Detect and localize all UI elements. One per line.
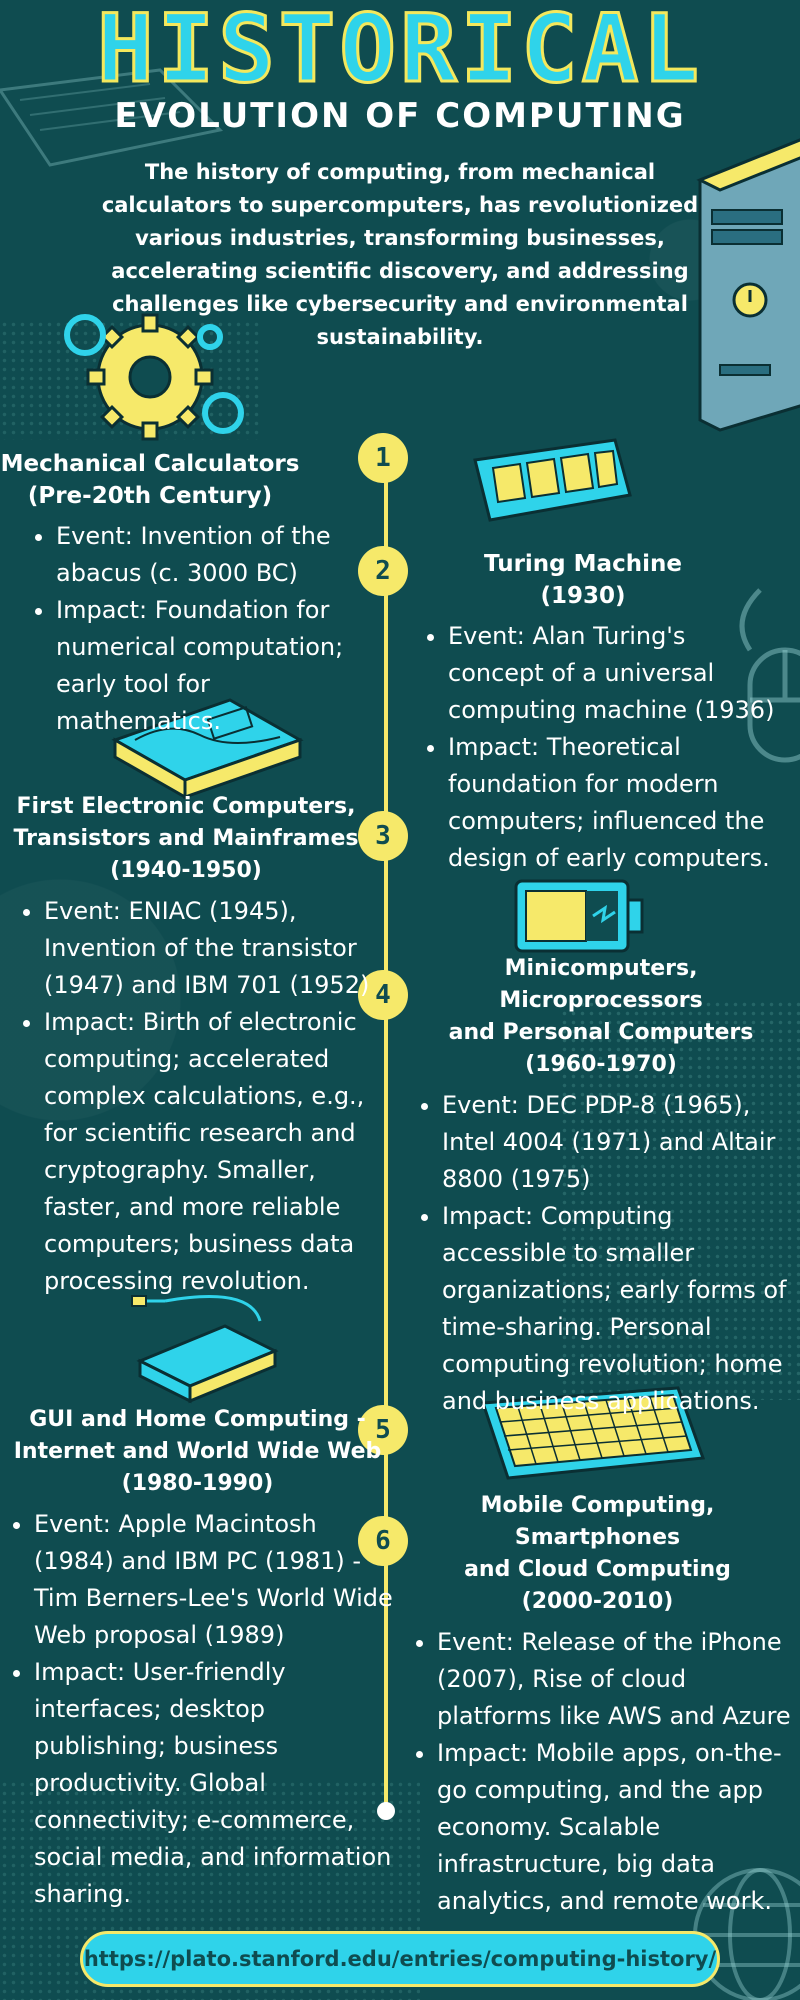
memory-chip-icon (473, 438, 632, 522)
router-icon (131, 1295, 279, 1404)
milestone-number-6: 6 (358, 1516, 408, 1566)
milestone-event: Event: ENIAC (1945), Invention of the tr… (44, 893, 372, 1004)
main-title: HISTORICAL (96, 0, 703, 104)
milestone-event: Event: Alan Turing's concept of a univer… (448, 618, 788, 729)
intro-paragraph: The history of computing, from mechanica… (101, 160, 699, 349)
milestone-impact: Impact: Computing accessible to smaller … (442, 1198, 800, 1420)
milestone-1: Mechanical Calculators (Pre-20th Century… (0, 448, 365, 740)
battery-icon (514, 879, 644, 953)
milestone-title: GUI and Home Computing - Internet and Wo… (13, 1407, 382, 1496)
milestone-impact: Impact: Mobile apps, on-the-go computing… (437, 1735, 800, 1920)
mouse-icon (739, 588, 800, 763)
milestone-number-5: 5 (358, 1405, 408, 1455)
laptop-outline-icon (0, 68, 224, 167)
milestone-event: Event: DEC PDP-8 (1965), Intel 4004 (197… (442, 1087, 800, 1198)
milestone-6: Mobile Computing, Smartphones and Cloud … (395, 1490, 800, 1920)
milestone-title: Mechanical Calculators (Pre-20th Century… (0, 451, 300, 509)
computer-tower-icon (696, 138, 800, 432)
milestone-number-2: 2 (358, 546, 408, 596)
hard-drive-icon (111, 698, 304, 800)
milestone-impact: Impact: Birth of electronic computing; a… (44, 1004, 372, 1300)
milestone-impact: Impact: User-friendly interfaces; deskto… (34, 1654, 394, 1913)
subtitle: EVOLUTION OF COMPUTING (114, 96, 686, 136)
milestone-title: Minicomputers, Microprocessors and Perso… (448, 956, 754, 1077)
keyboard-icon (480, 1386, 706, 1480)
milestone-number-1: 1 (358, 433, 408, 483)
milestone-title: Mobile Computing, Smartphones and Cloud … (464, 1493, 731, 1614)
timeline-line (384, 440, 388, 1810)
milestone-event: Event: Release of the iPhone (2007), Ris… (437, 1624, 800, 1735)
gears-icon (64, 313, 244, 441)
milestone-impact: Impact: Theoretical foundation for moder… (448, 729, 788, 877)
milestone-4: Minicomputers, Microprocessors and Perso… (402, 953, 800, 1420)
source-url-link[interactable]: https://plato.stanford.edu/entries/compu… (80, 1931, 720, 1987)
timeline-end-dot (377, 1802, 395, 1820)
dot-texture-middle (560, 1000, 800, 1400)
milestone-event: Event: Invention of the abacus (c. 3000 … (56, 518, 366, 592)
milestone-5: GUI and Home Computing - Internet and Wo… (0, 1404, 395, 1913)
milestone-event: Event: Apple Macintosh (1984) and IBM PC… (34, 1506, 394, 1654)
milestone-number-4: 4 (358, 970, 408, 1020)
milestone-2: Turing Machine (1930) Event: Alan Turing… (408, 548, 788, 877)
milestone-3: First Electronic Computers, Transistors … (0, 791, 372, 1300)
milestone-title: First Electronic Computers, Transistors … (13, 794, 359, 883)
milestone-impact: Impact: Foundation for numerical computa… (56, 592, 366, 740)
milestone-title: Turing Machine (1930) (484, 551, 682, 609)
milestone-number-3: 3 (358, 811, 408, 861)
